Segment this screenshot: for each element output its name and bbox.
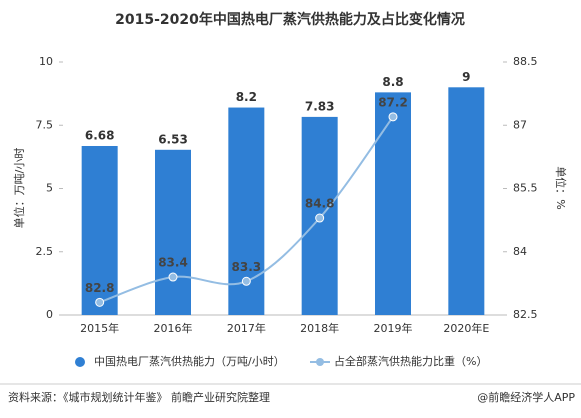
y2-axis-label: 单位：%	[554, 166, 568, 209]
line-point	[95, 297, 105, 307]
y2-tick-label: 85.5	[513, 182, 538, 195]
line-point	[168, 272, 178, 282]
line-label: 87.2	[378, 95, 408, 109]
x-tick-label: 2017年	[227, 321, 266, 335]
x-tick-label: 2019年	[374, 321, 413, 335]
legend-label: 中国热电厂蒸汽供热能力（万吨/小时）	[94, 354, 285, 368]
bar	[448, 87, 485, 315]
bar	[155, 149, 191, 315]
y-tick-label: 5	[46, 182, 53, 195]
y2-tick-label: 84	[513, 245, 527, 258]
x-tick-label: 2015年	[80, 321, 119, 335]
bar-label: 7.83	[305, 99, 335, 113]
y2-tick-label: 82.5	[513, 308, 538, 321]
bar	[375, 92, 411, 315]
bar-label: 9	[462, 70, 470, 84]
source: 资料来源：《城市规划统计年鉴》 前瞻产业研究院整理	[8, 390, 270, 404]
x-tick-label: 2020年E	[443, 321, 489, 335]
line-point	[315, 213, 325, 223]
bar-label: 8.8	[382, 75, 403, 89]
y2-tick-label: 88.5	[513, 55, 538, 68]
line-point	[388, 112, 398, 122]
line-label: 84.8	[305, 197, 335, 211]
x-tick-label: 2016年	[154, 321, 193, 335]
y-tick-label: 7.5	[36, 118, 54, 131]
y-tick-label: 10	[39, 55, 53, 68]
y-axis-label: 单位：万吨/小时	[12, 148, 26, 229]
line-label: 83.3	[232, 260, 262, 274]
line-point	[241, 276, 251, 286]
y-tick-label: 0	[46, 308, 53, 321]
credit: @前瞻经济学人APP	[477, 390, 575, 404]
line-label: 82.8	[85, 281, 115, 295]
x-tick-label: 2018年	[300, 321, 339, 335]
chart-title: 2015-2020年中国热电厂蒸汽供热能力及占比变化情况	[115, 11, 465, 28]
legend-label: 占全部蒸汽供热能力比重（%）	[334, 354, 487, 368]
bar-label: 6.68	[85, 128, 115, 142]
legend-swatch	[316, 358, 324, 366]
y-tick-label: 2.5	[36, 245, 54, 258]
legend-swatch	[75, 357, 85, 367]
bar-label: 6.53	[158, 132, 188, 146]
bar-label: 8.2	[236, 90, 257, 104]
bar	[81, 145, 118, 315]
y2-tick-label: 87	[513, 118, 527, 131]
line-label: 83.4	[158, 256, 188, 270]
